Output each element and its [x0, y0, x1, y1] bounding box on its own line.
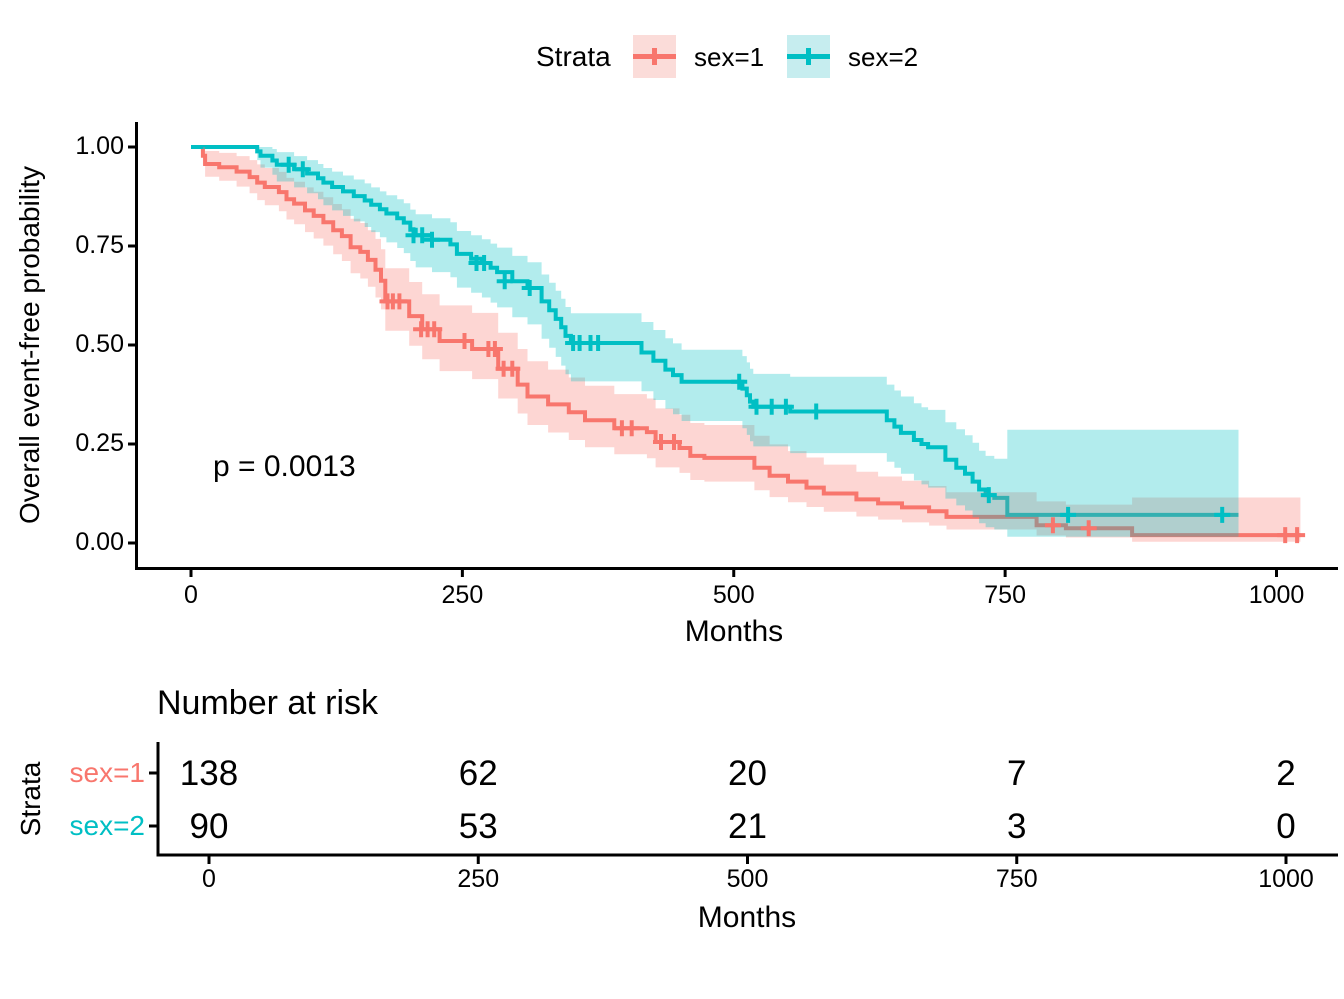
risk-count: 0 [1276, 807, 1296, 846]
legend-label-sex1: sex=1 [694, 42, 765, 72]
x-tick-label: 0 [184, 581, 198, 609]
y-tick-label: 0.25 [75, 429, 124, 457]
y-axis-title: Overall event-free probability [14, 166, 45, 524]
risk-table-x-axis-title: Months [697, 901, 797, 934]
legend-key-sex1 [633, 35, 676, 78]
risk-count: 7 [1007, 754, 1027, 793]
legend-plus-icon [806, 48, 811, 65]
risk-count: 2 [1276, 754, 1296, 793]
legend-key-sex2 [787, 35, 830, 78]
x-tick-label: 250 [441, 581, 484, 609]
risk-count: 3 [1007, 807, 1027, 846]
legend-title: Strata [536, 41, 611, 72]
censor-marks [280, 156, 1306, 544]
y-tick-label: 1.00 [75, 132, 124, 160]
x-axis-title: Months [684, 615, 784, 648]
y-tick-label: 0.75 [75, 231, 124, 259]
risk-count: 21 [728, 807, 767, 846]
risk-x-tick-label: 750 [995, 865, 1038, 893]
risk-count: 138 [179, 754, 239, 793]
x-tick-label: 750 [984, 581, 1026, 609]
p-value-annotation: p = 0.0013 [213, 450, 356, 483]
y-tick-label: 0.50 [75, 330, 124, 358]
risk-x-tick-label: 1000 [1258, 865, 1314, 893]
legend-label-sex2: sex=2 [848, 42, 919, 72]
risk-count: 53 [458, 807, 498, 846]
censor-plus-icons-sex=1 [379, 293, 1306, 544]
risk-x-tick-label: 0 [202, 865, 216, 893]
km-survival-plot: Strata sex=1 sex=2 Overall event-free pr… [14, 35, 1338, 934]
risk-row-label-sex2: sex=2 [69, 810, 146, 841]
risk-row-label-sex1: sex=1 [69, 757, 146, 788]
risk-table-title: Number at risk [157, 684, 379, 722]
axes [128, 122, 1338, 864]
confidence-band-sex=1 [191, 147, 1301, 542]
confidence-bands [191, 147, 1301, 542]
risk-count: 62 [458, 754, 498, 793]
risk-count: 20 [728, 754, 767, 793]
legend-plus-icon [652, 48, 657, 65]
chart-canvas [128, 122, 1338, 864]
risk-x-tick-label: 500 [726, 865, 769, 893]
km-line-sex=2 [191, 145, 1239, 517]
confidence-band-sex=2 [191, 147, 1239, 537]
x-tick-label: 1000 [1248, 581, 1305, 609]
risk-x-tick-label: 250 [457, 865, 500, 893]
risk-count: 90 [189, 807, 229, 846]
x-tick-label: 500 [712, 581, 755, 609]
y-tick-label: 0.00 [75, 528, 124, 556]
risk-table-strata-title: Strata [15, 761, 46, 837]
censor-plus-icons-sex=2 [280, 156, 1231, 523]
